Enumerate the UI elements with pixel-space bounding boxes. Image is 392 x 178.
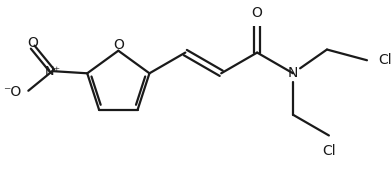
Text: N: N (288, 66, 298, 80)
Text: N⁺: N⁺ (44, 65, 60, 78)
Text: O: O (113, 38, 124, 52)
Text: Cl: Cl (378, 53, 392, 67)
Text: Cl: Cl (322, 144, 336, 158)
Text: O: O (27, 36, 38, 50)
Text: ⁻O: ⁻O (4, 85, 22, 99)
Text: O: O (252, 6, 263, 20)
